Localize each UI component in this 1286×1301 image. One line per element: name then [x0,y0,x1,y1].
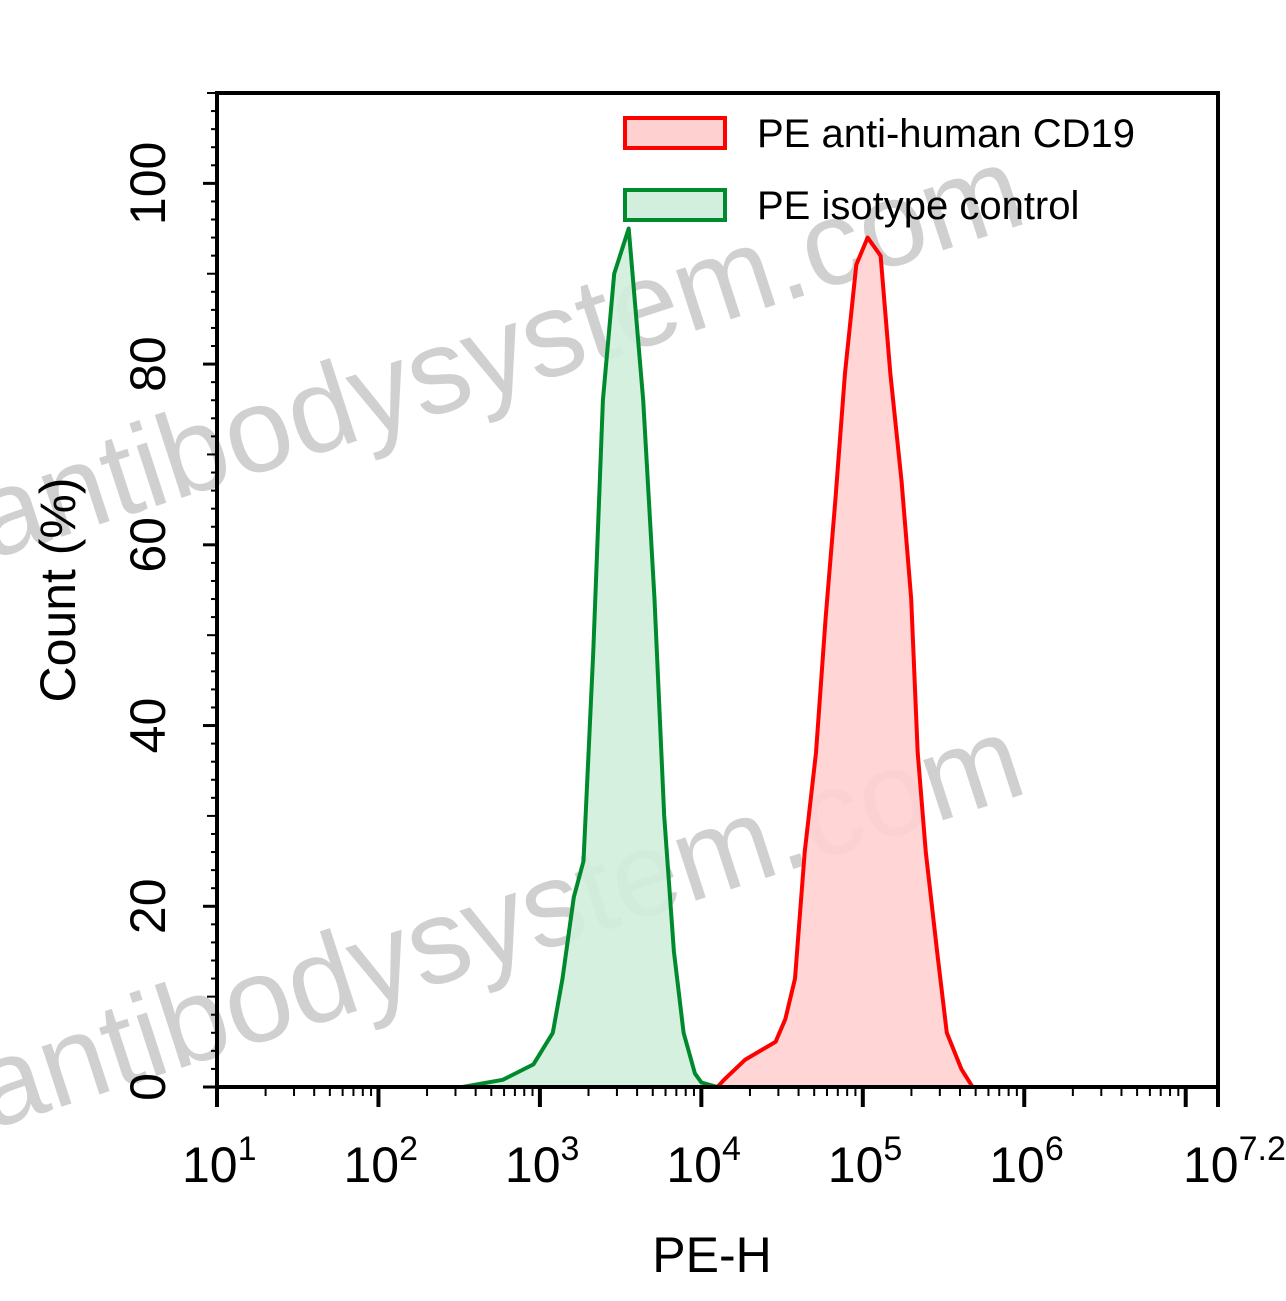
x-tick-exponent: 3 [561,1130,580,1168]
y-tick-label: 100 [120,142,176,225]
x-axis: 101 102 103 104 105 106 107.2 [182,1087,1286,1193]
x-tick-label: 104 [666,1130,741,1193]
x-tick-exponent: 6 [1045,1130,1064,1168]
x-tick-label: 107.2 [1183,1130,1286,1193]
series-line-1 [462,226,719,1089]
y-tick-label: 40 [120,698,176,754]
y-tick-label: 80 [120,336,176,392]
y-axis-label: Count (%) [30,477,86,702]
legend-label: PE anti-human CD19 [757,112,1135,156]
y-tick-label: 0 [120,1073,176,1101]
legend-swatch [623,188,727,222]
series-line-0 [716,235,975,1089]
series-area-0 [717,237,973,1088]
y-tick-label: 60 [120,517,176,573]
x-tick-label: 101 [182,1130,257,1193]
x-tick-exponent: 2 [399,1130,418,1168]
series-layer [462,226,975,1089]
x-tick-exponent: 1 [238,1130,257,1168]
series-area-1 [462,228,718,1087]
x-axis-label: PE-H [652,1227,771,1283]
x-tick-label: 103 [505,1130,580,1193]
x-tick-label: 105 [828,1130,903,1193]
plot-frame [215,91,1220,1089]
x-tick-exponent: 4 [722,1130,741,1168]
y-axis: 0 20 40 60 80 100 [120,92,217,1101]
x-tick-label: 102 [343,1130,418,1193]
x-tick-label: 106 [989,1130,1064,1193]
y-tick-label: 20 [120,878,176,934]
x-tick-exponent: 5 [883,1130,902,1168]
legend-swatch [623,116,727,150]
legend-label: PE isotype control [757,184,1079,228]
x-tick-exponent: 7.2 [1239,1130,1286,1168]
legend: PE anti-human CD19 PE isotype control [623,112,1135,228]
